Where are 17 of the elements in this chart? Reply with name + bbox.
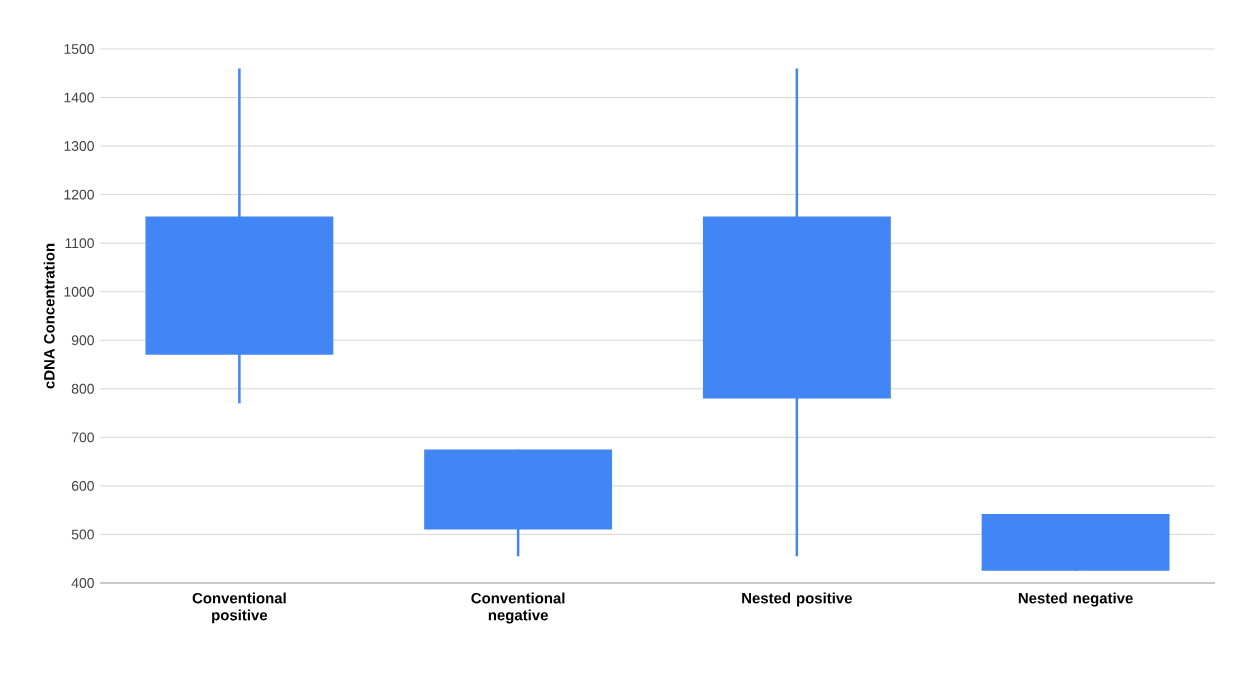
y-tick-label: 700: [71, 432, 94, 443]
y-tick-label: 900: [71, 335, 94, 346]
y-tick-label: 1500: [64, 44, 94, 54]
x-tick-label: Conventional negative: [471, 592, 565, 624]
y-tick-label: 600: [71, 480, 94, 491]
y-tick-label: 1100: [65, 238, 94, 249]
y-tick-label: 500: [71, 529, 94, 540]
y-tick-label: 400: [71, 578, 94, 588]
y-axis-title: cDNA Concentration: [43, 243, 55, 389]
y-tick-label: 1400: [64, 92, 94, 103]
y-tick-label: 800: [71, 383, 94, 394]
x-tick-label: Conventional positive: [192, 592, 286, 624]
y-tick-label: 1200: [64, 189, 94, 200]
y-tick-label: 1000: [64, 286, 94, 297]
y-tick-label: 1300: [64, 141, 94, 152]
x-tick-label: Nested negative: [1018, 592, 1133, 607]
x-tick-label: Nested positive: [742, 592, 852, 607]
